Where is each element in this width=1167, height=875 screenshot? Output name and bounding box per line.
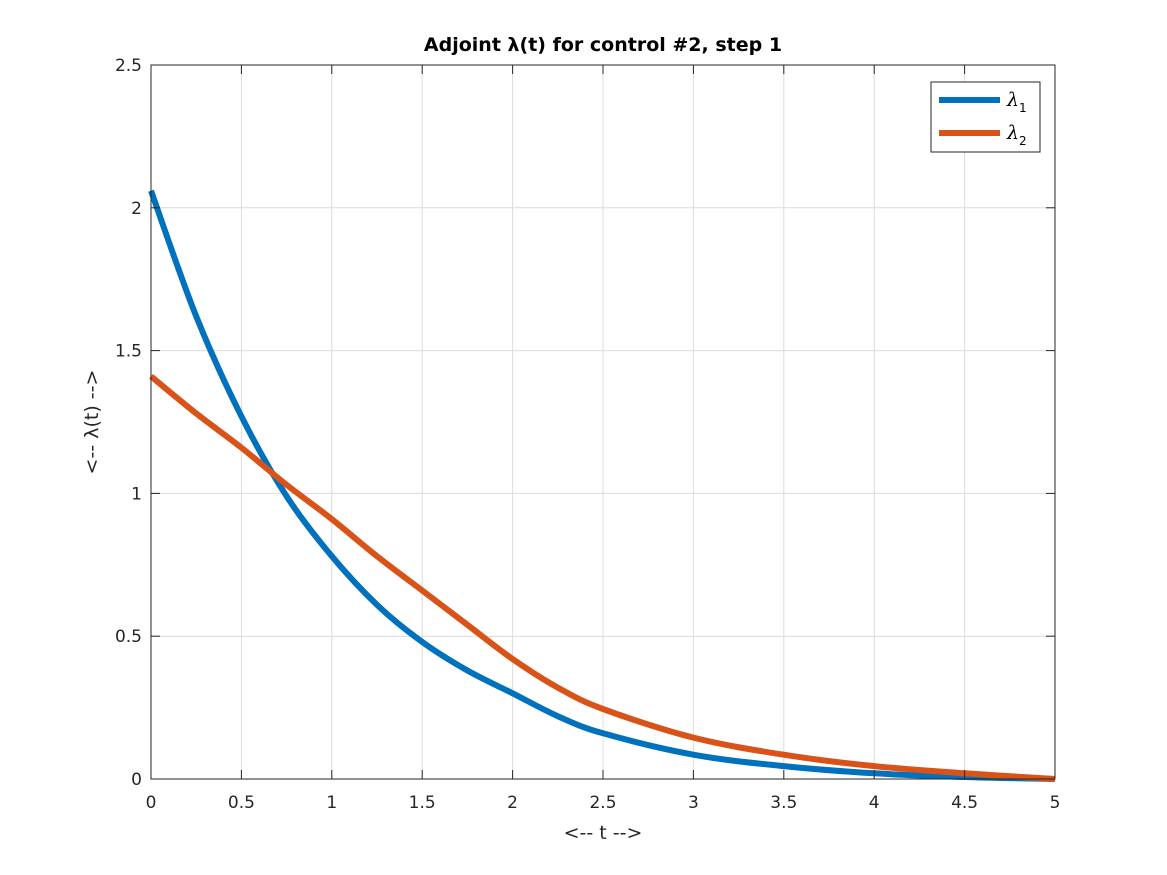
x-tick-label: 0 — [146, 793, 157, 813]
series-line-1 — [148, 189, 1056, 782]
x-tick-label: 4 — [869, 793, 880, 813]
y-tick-label: 1.5 — [115, 342, 142, 362]
legend-label-2: λ2 — [1006, 122, 1027, 148]
chart-title: Adjoint λ(t) for control #2, step 1 — [424, 34, 782, 56]
y-tick-label: 0.5 — [115, 627, 142, 647]
y-tick-label: 2.5 — [115, 56, 142, 76]
legend-label-1: λ1 — [1006, 89, 1027, 115]
y-tick-label: 0 — [131, 770, 142, 790]
x-axis-label: <-- t --> — [564, 822, 643, 844]
x-tick-label: 1 — [326, 793, 337, 813]
x-tick-label: 3.5 — [770, 793, 797, 813]
x-tick-label: 2 — [507, 793, 518, 813]
x-tick-label: 3 — [688, 793, 699, 813]
axis-ticks: 0 0.5 1 1.5 2 2.5 3 3.5 4 4.5 5 0 0.5 1 1.5 2 2.5 — [115, 56, 1060, 813]
y-axis-label: <-- λ(t) --> — [81, 370, 103, 475]
series-lines — [148, 189, 1056, 782]
x-tick-label: 4.5 — [951, 793, 978, 813]
grid-lines — [150, 64, 1056, 780]
series-line-2 — [149, 373, 1056, 782]
x-tick-label: 0.5 — [228, 793, 255, 813]
x-tick-label: 2.5 — [589, 793, 616, 813]
y-tick-label: 2 — [131, 199, 142, 219]
y-tick-label: 1 — [131, 484, 142, 504]
x-tick-label: 1.5 — [409, 793, 436, 813]
x-tick-label: 5 — [1050, 793, 1061, 813]
legend-box — [930, 81, 1041, 153]
